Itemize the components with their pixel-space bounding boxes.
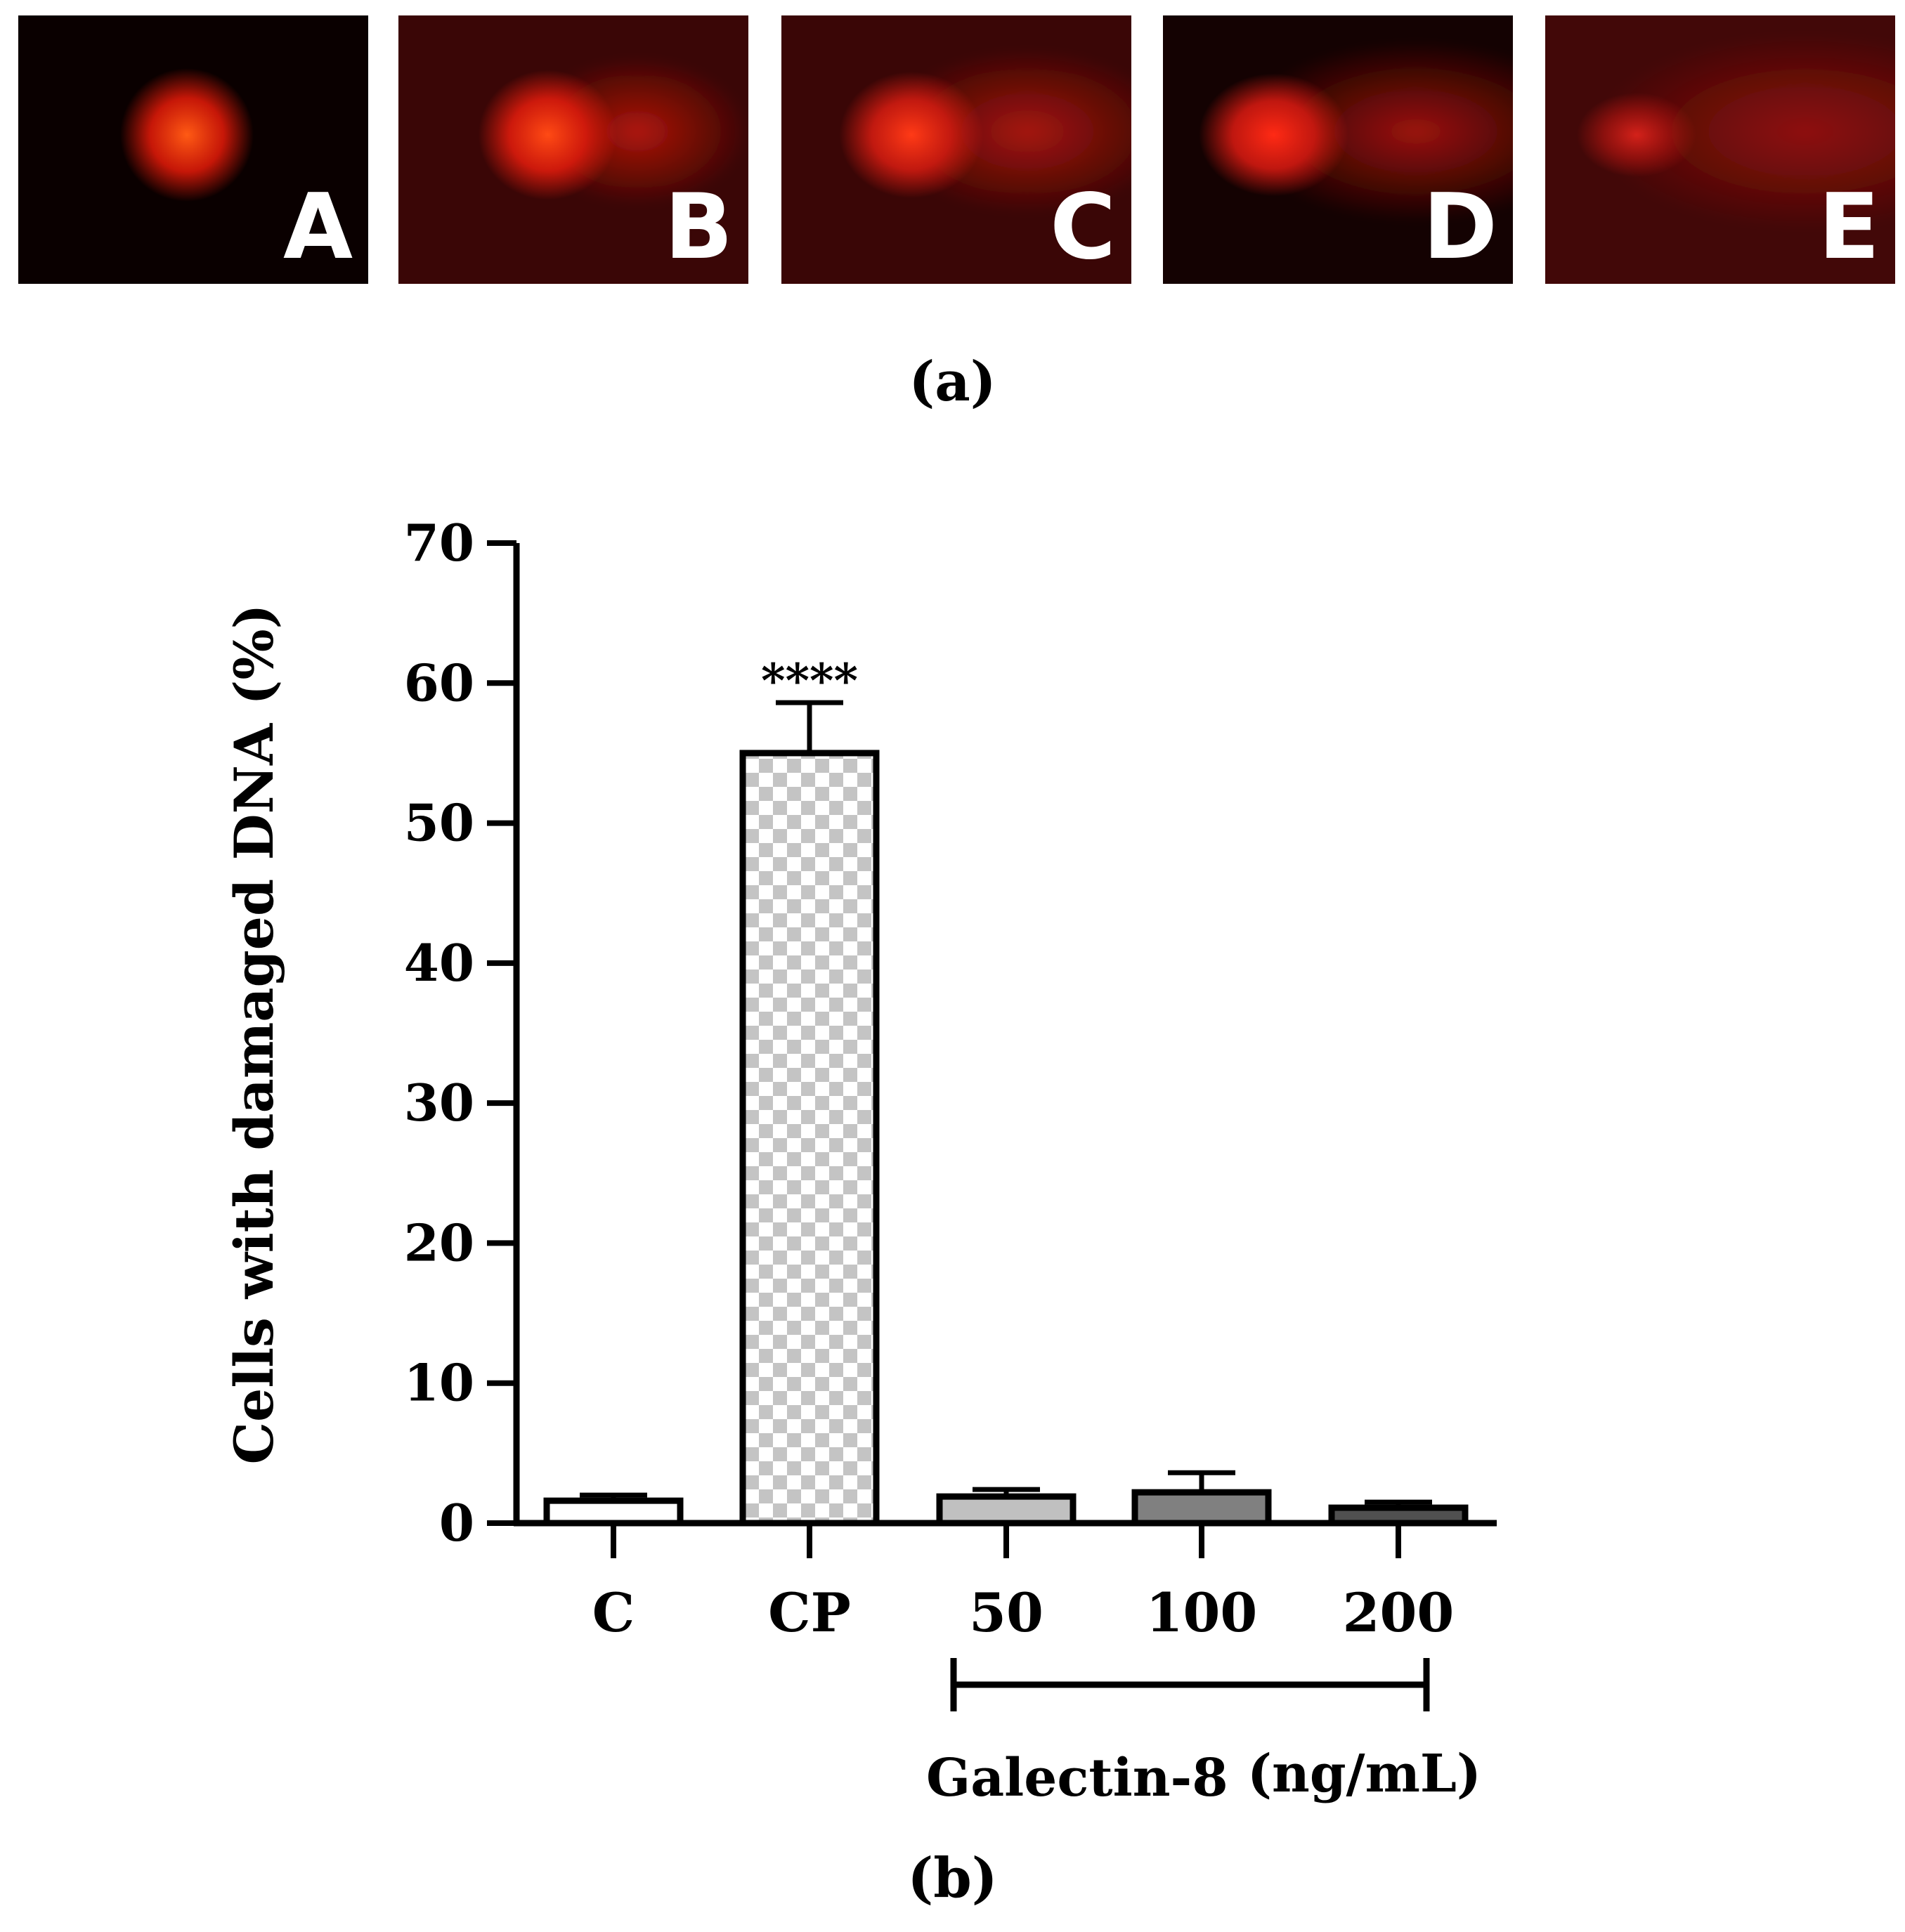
y-axis-label: Cells with damaged DNA (%) xyxy=(223,603,285,1464)
dna-damage-bar-chart: 0 10 20 30 40 50 60 70 C CP 50 100 200 **** Galectin-8… xyxy=(223,513,1497,1808)
comet-assay-images: A B C D E xyxy=(0,0,1905,295)
comet-tail xyxy=(1594,33,1895,230)
panel-b-caption: (b) xyxy=(907,1846,998,1910)
comet-head xyxy=(1577,93,1696,177)
y-tick-label: 10 xyxy=(404,1353,474,1413)
y-tick-label: 20 xyxy=(404,1213,474,1272)
comet-head xyxy=(839,72,984,198)
comet-head xyxy=(1199,73,1348,197)
significance-marker: **** xyxy=(761,653,858,708)
comet-image-d: D xyxy=(1163,15,1513,284)
y-tick-label: 70 xyxy=(404,513,474,573)
comet-image-b: B xyxy=(398,15,748,284)
group-label: Galectin-8 xyxy=(926,1748,1228,1808)
y-tick-label: 50 xyxy=(404,793,474,853)
bar-c xyxy=(543,1497,684,1527)
panel-letter: B xyxy=(664,175,733,280)
comet-head xyxy=(120,68,254,202)
panel-letter: C xyxy=(1050,175,1116,280)
y-tick-label: 0 xyxy=(439,1493,474,1553)
comet-image-a: A xyxy=(18,15,368,284)
x-tick-label: C xyxy=(592,1581,635,1644)
x-tick-label: 200 xyxy=(1343,1581,1455,1644)
x-tick-label: 100 xyxy=(1146,1581,1258,1644)
bar-50 xyxy=(936,1493,1077,1527)
x-tick-label: CP xyxy=(768,1581,851,1644)
x-tick-label: 50 xyxy=(969,1581,1043,1644)
y-tick-label: 60 xyxy=(404,653,474,712)
panel-letter: D xyxy=(1422,175,1497,280)
comet-head xyxy=(478,70,618,200)
bar-cp xyxy=(739,750,880,1527)
panel-letter: A xyxy=(282,175,353,280)
panel-letter: E xyxy=(1818,175,1880,280)
panel-a-caption: (a) xyxy=(909,350,996,414)
comet-image-e: E xyxy=(1545,15,1895,284)
y-tick-label: 40 xyxy=(404,933,474,993)
bar-100 xyxy=(1131,1489,1272,1527)
group-unit: (ng/mL) xyxy=(1247,1744,1481,1804)
y-tick-label: 30 xyxy=(404,1073,474,1133)
comet-image-c: C xyxy=(781,15,1131,284)
